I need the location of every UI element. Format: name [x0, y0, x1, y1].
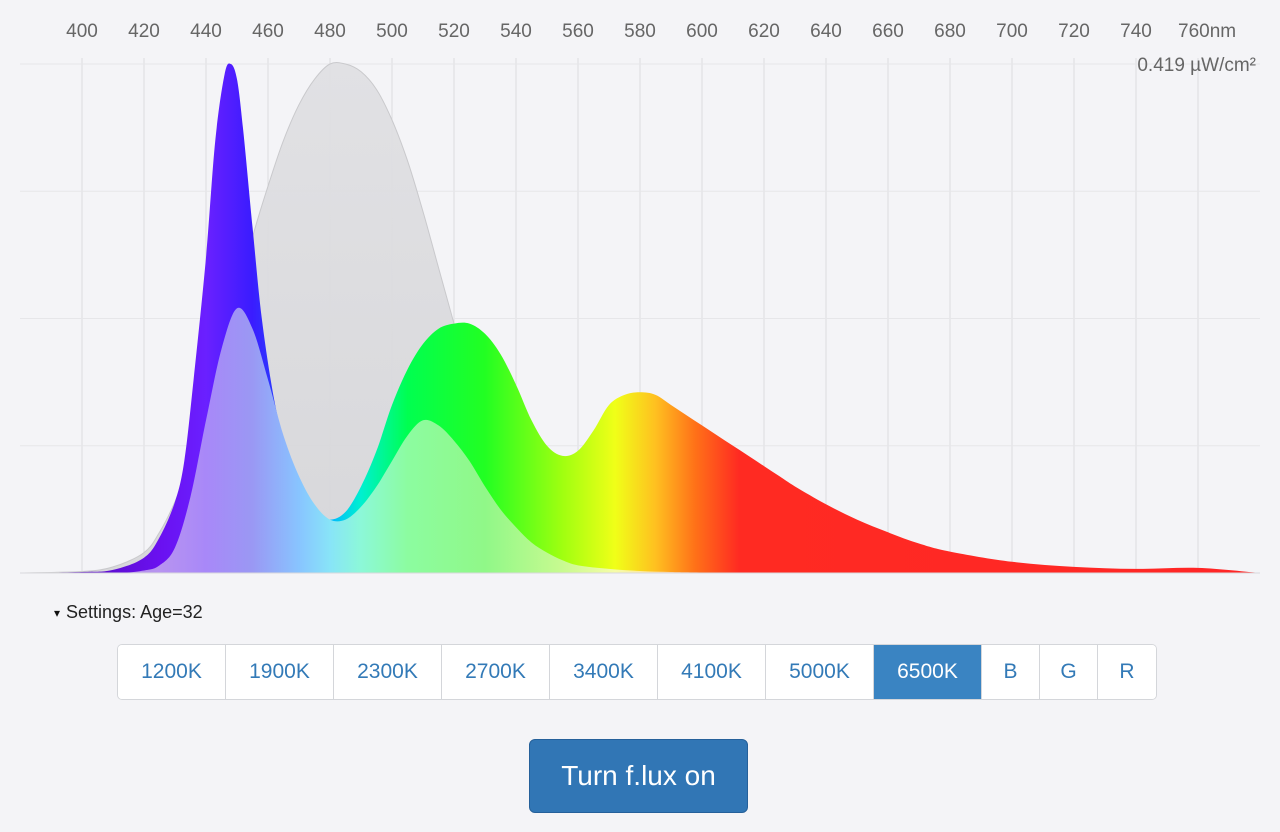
x-tick-label: 640 [810, 21, 842, 42]
x-tick-label: 400 [66, 21, 98, 42]
x-tick-label: 680 [934, 21, 966, 42]
x-tick-label: 520 [438, 21, 470, 42]
chart-series [19, 62, 1260, 574]
preset-2700k-button[interactable]: 2700K [442, 645, 550, 699]
x-tick-label: 600 [686, 21, 718, 42]
x-tick-label: 740 [1120, 21, 1152, 42]
x-tick-label: 440 [190, 21, 222, 42]
x-tick-label: 420 [128, 21, 160, 42]
x-tick-label: 560 [562, 21, 594, 42]
preset-g-button[interactable]: G [1040, 645, 1098, 699]
preset-5000k-button[interactable]: 5000K [766, 645, 874, 699]
x-tick-label: 660 [872, 21, 904, 42]
x-tick-label: 700 [996, 21, 1028, 42]
preset-6500k-button[interactable]: 6500K [874, 645, 982, 699]
x-tick-label: 720 [1058, 21, 1090, 42]
caret-down-icon: ▾ [54, 605, 61, 620]
settings-label: Settings: Age=32 [66, 602, 203, 622]
color-temperature-presets: 1200K 1900K 2300K 2700K 3400K 4100K 5000K 6500K… [117, 644, 1157, 700]
y-max-label: 0.419 µW/cm² [1137, 55, 1256, 76]
preset-1200k-button[interactable]: 1200K [118, 645, 226, 699]
preset-3400k-button[interactable]: 3400K [550, 645, 658, 699]
filtered-spectrum-area [20, 307, 1260, 573]
x-tick-label: 540 [500, 21, 532, 42]
preset-1900k-button[interactable]: 1900K [226, 645, 334, 699]
preset-b-button[interactable]: B [982, 645, 1040, 699]
preset-r-button[interactable]: R [1098, 645, 1156, 699]
x-tick-label: 620 [748, 21, 780, 42]
preset-2300k-button[interactable]: 2300K [334, 645, 442, 699]
settings-toggle[interactable]: ▾ Settings: Age=32 [54, 602, 203, 623]
display-spectrum-area [20, 63, 1260, 573]
x-tick-label: 480 [314, 21, 346, 42]
preset-4100k-button[interactable]: 4100K [658, 645, 766, 699]
turn-flux-on-button[interactable]: Turn f.lux on [529, 739, 748, 813]
x-axis-ticks: 400 420 440 460 480 500 520 540 560 580 600 620 640 6… [66, 21, 1236, 42]
spectrum-chart: 400 420 440 460 480 500 520 540 560 580 600 620 640 6… [19, 21, 1260, 574]
x-tick-label: 580 [624, 21, 656, 42]
x-tick-label: 760nm [1178, 21, 1236, 42]
spectrum-plot: 400 420 440 460 480 500 520 540 560 580 600 620 640 6… [19, 21, 1260, 574]
x-tick-label: 460 [252, 21, 284, 42]
x-tick-label: 500 [376, 21, 408, 42]
